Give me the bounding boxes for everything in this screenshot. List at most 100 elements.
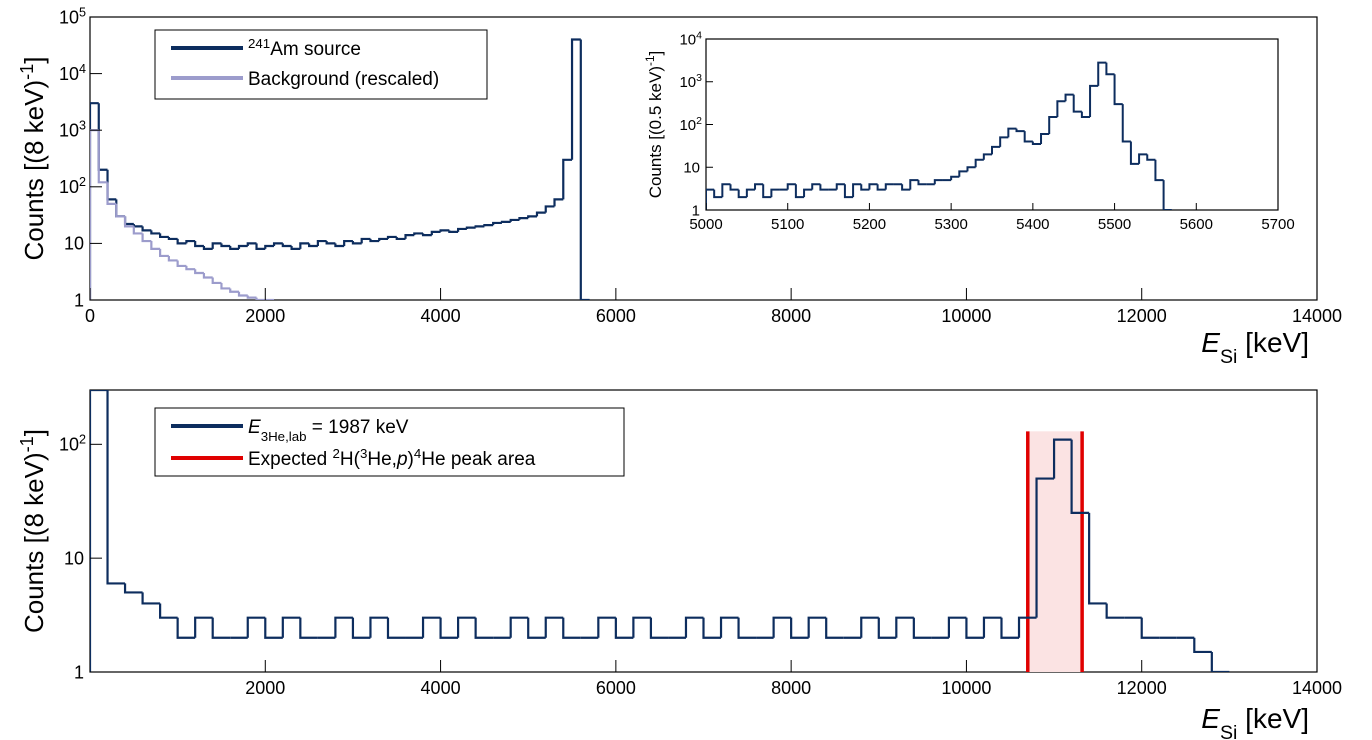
x-axis-label: ESi [keV] — [1201, 327, 1309, 368]
histogram-bin — [713, 189, 723, 199]
histogram-bin — [334, 243, 345, 248]
histogram-bin — [790, 617, 809, 639]
histogram-bin — [500, 220, 511, 223]
tick-base: 10 — [679, 117, 696, 134]
histogram-bin — [237, 244, 248, 249]
histogram-bin — [794, 184, 805, 199]
histogram-bin — [1056, 100, 1066, 117]
histogram-bin — [745, 188, 756, 198]
histogram-bin — [1040, 132, 1050, 144]
histogram-bin — [965, 617, 984, 639]
histogram-bin — [430, 230, 441, 236]
x-tick-label: 2000 — [245, 678, 285, 698]
histogram-bin — [562, 617, 581, 639]
text-part: [keV] — [1237, 703, 1309, 734]
plot-frame — [705, 38, 1279, 211]
tick-exponent: 3 — [696, 72, 702, 84]
histogram-bin — [483, 224, 494, 227]
histogram-bin — [518, 216, 529, 220]
legend-label: Expected 2H(3He,p)4He peak area — [248, 446, 536, 471]
histogram-bin — [1072, 94, 1082, 113]
histogram-bin — [141, 592, 161, 605]
histogram-bin — [966, 166, 976, 172]
histogram-bin — [570, 38, 581, 160]
text-part: Si — [1220, 346, 1237, 368]
histogram-bin — [413, 232, 424, 236]
x-tick-label: 8000 — [771, 678, 811, 698]
y-tick-label: 1 — [74, 662, 84, 682]
histogram-bin — [1097, 61, 1107, 86]
histogram-bin — [448, 230, 459, 233]
histogram-bin — [1193, 637, 1212, 654]
histogram-bin — [876, 184, 886, 191]
histogram-bin — [553, 198, 564, 207]
x-tick-label: 14000 — [1292, 306, 1342, 326]
histogram-bin — [614, 617, 634, 639]
histogram-bin — [159, 233, 169, 239]
histogram-bin — [378, 237, 388, 242]
legend-label: Background (rescaled) — [248, 69, 439, 90]
histogram-bin — [947, 616, 967, 638]
histogram-bin — [176, 617, 196, 639]
x-tick-label: 0 — [85, 306, 95, 326]
text-part: ] — [19, 429, 49, 436]
histogram-bin — [246, 242, 257, 246]
text-part: 3 — [360, 446, 367, 461]
text-part: ] — [646, 51, 665, 56]
histogram-bin — [220, 282, 231, 290]
histogram-bin — [159, 248, 169, 258]
histogram-bin — [474, 617, 494, 639]
text-part: Am source — [270, 39, 361, 60]
histogram-bin — [803, 188, 813, 198]
histogram-bin — [1064, 93, 1074, 102]
histogram-bin — [958, 170, 968, 177]
histogram-bin — [299, 242, 310, 249]
histogram-bin — [194, 616, 213, 638]
histogram-bin — [211, 242, 222, 249]
histogram-bin — [185, 265, 196, 271]
histogram-bin — [255, 243, 266, 250]
histogram-bin — [457, 227, 467, 232]
histogram-bin — [1089, 84, 1099, 117]
text-part: [keV] — [1237, 327, 1309, 358]
y-tick-label: 102 — [679, 115, 702, 134]
histogram-bin — [150, 241, 161, 250]
histogram-bin — [202, 245, 213, 250]
x-tick-label: 10000 — [941, 306, 991, 326]
histogram-bin — [106, 182, 117, 205]
histogram-bin — [1031, 141, 1042, 145]
y-tick-label: 10 — [683, 160, 700, 177]
histogram-bin — [1052, 438, 1072, 479]
histogram-bin — [290, 245, 301, 250]
histogram-bin — [1129, 141, 1140, 165]
text-part: ] — [19, 56, 49, 63]
histogram-bin — [895, 616, 914, 638]
x-tick-label: 5700 — [1261, 216, 1294, 233]
histogram-bin — [772, 616, 792, 638]
histogram-bin — [1080, 111, 1091, 118]
tick-base: 10 — [59, 177, 79, 197]
histogram-bin — [343, 239, 353, 246]
histogram-bin — [684, 616, 704, 638]
histogram-bin — [535, 211, 546, 217]
histogram-bin — [421, 233, 432, 237]
histogram-bin — [229, 245, 239, 250]
tick-base: 10 — [679, 74, 696, 91]
histogram-bin — [97, 130, 108, 184]
histogram-bin — [141, 233, 152, 243]
histogram-bin — [369, 238, 380, 243]
histogram-bin — [1121, 104, 1131, 143]
histogram-bin — [1048, 115, 1058, 134]
x-tick-label: 6000 — [596, 306, 636, 326]
text-part: p — [396, 449, 408, 470]
x-tick-label: 6000 — [596, 678, 636, 698]
histogram-bin — [202, 272, 213, 279]
histogram-bin — [272, 242, 283, 246]
x-tick-label: 10000 — [941, 678, 991, 698]
histogram-bin — [211, 277, 222, 285]
x-tick-label: 4000 — [421, 306, 461, 326]
histogram-bin — [721, 183, 731, 198]
x-axis-label: ESi [keV] — [1201, 703, 1309, 740]
histogram-bin — [404, 234, 415, 239]
text-part: E — [1201, 327, 1220, 358]
